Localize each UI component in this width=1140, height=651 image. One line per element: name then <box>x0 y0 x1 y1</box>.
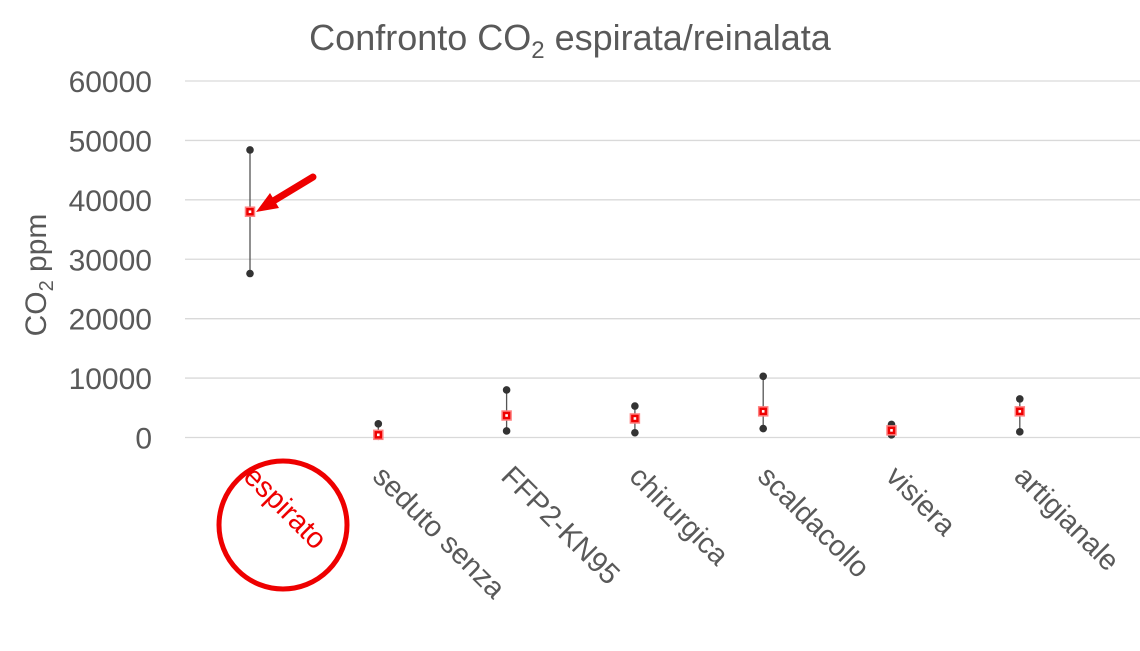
x-tick-label: seduto senza <box>366 460 511 605</box>
x-tick-label: visiera <box>880 460 962 542</box>
low-point <box>1016 428 1024 436</box>
high-point <box>759 372 767 381</box>
x-tick-label: artigianale <box>1008 460 1125 577</box>
y-tick-label: 10000 <box>69 363 152 396</box>
y-tick-label: 0 <box>135 423 152 456</box>
highlight-circle <box>216 458 350 592</box>
high-point <box>631 402 639 410</box>
chart-title: Confronto CO2 espirata/reinalata <box>309 17 832 64</box>
mean-point-center <box>633 417 637 420</box>
arrow-icon <box>256 173 317 212</box>
mean-point-center <box>890 429 893 432</box>
mean-point-center <box>248 210 252 214</box>
high-point <box>246 146 254 154</box>
high-point <box>374 420 383 428</box>
y-axis-label: CO2 ppm <box>20 214 58 337</box>
mean-point-center <box>1018 410 1022 413</box>
y-tick-label: 60000 <box>69 66 152 99</box>
y-tick-label: 40000 <box>69 185 152 218</box>
low-point <box>631 428 639 437</box>
high-point <box>502 386 511 394</box>
x-tick-label: chirurgica <box>623 460 735 572</box>
x-tick-label: espirato <box>237 460 333 556</box>
y-tick-label: 20000 <box>69 304 152 337</box>
mean-point-center <box>761 410 765 413</box>
x-tick-label: scaldacollo <box>751 460 875 584</box>
low-point <box>246 269 254 278</box>
mean-point-center <box>377 433 380 437</box>
high-point <box>1016 395 1024 403</box>
low-point <box>759 424 767 433</box>
x-tick-label: FFP2-KN95 <box>495 460 626 591</box>
y-tick-label: 30000 <box>69 244 152 277</box>
mean-point-center <box>505 414 508 417</box>
y-tick-label: 50000 <box>69 125 152 158</box>
low-point <box>502 427 511 435</box>
